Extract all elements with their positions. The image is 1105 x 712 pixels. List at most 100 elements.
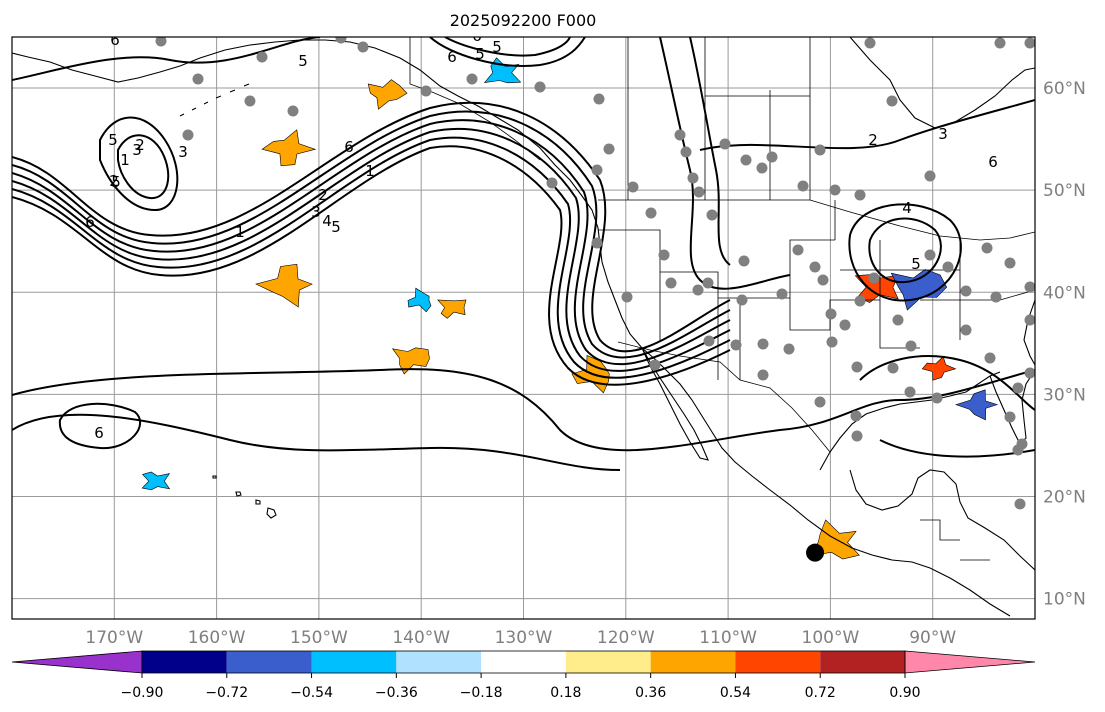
contour-label: 1 xyxy=(365,162,375,180)
station-dot xyxy=(719,138,731,150)
station-dot xyxy=(665,277,677,289)
colorbar-segment xyxy=(481,651,566,673)
station-dot xyxy=(466,73,478,85)
station-dot xyxy=(851,430,863,442)
station-dot xyxy=(829,184,841,196)
colorbar-extend-low xyxy=(11,650,143,674)
contour-north-ridge xyxy=(659,37,791,290)
station-dot xyxy=(826,336,838,348)
station-dot xyxy=(990,291,1002,303)
station-dot xyxy=(740,154,752,166)
contour-east-low-inner xyxy=(868,217,942,284)
contour-label: 3 xyxy=(178,143,188,161)
colorbar-segment xyxy=(142,651,227,673)
lat-tick-label: 40°N xyxy=(1043,283,1086,303)
contour-label: 5 xyxy=(331,218,341,236)
station-dot xyxy=(335,37,347,44)
station-dot xyxy=(817,274,829,286)
station-dot xyxy=(931,392,943,404)
station-dot xyxy=(244,95,256,107)
lon-tick-label: 170°W xyxy=(85,628,143,648)
anomaly-region xyxy=(255,263,313,308)
colorbar-segment xyxy=(226,651,312,673)
station-dot xyxy=(1024,281,1035,293)
station-dot xyxy=(357,41,369,53)
lon-tick-label: 120°W xyxy=(597,628,655,648)
station-dot xyxy=(797,180,809,192)
station-dot xyxy=(155,37,167,47)
station-dot xyxy=(1004,257,1016,269)
coastline-gulf xyxy=(819,371,1001,471)
gridlines xyxy=(12,37,1035,619)
contour-label: 6 xyxy=(988,153,998,171)
station-dot xyxy=(593,93,605,105)
colorbar-tick-label: −0.72 xyxy=(205,685,248,701)
station-dot xyxy=(905,340,917,352)
station-dot xyxy=(1012,382,1024,394)
station-dot xyxy=(887,362,899,374)
colorbar-segment xyxy=(565,651,651,673)
coastline-yucatan xyxy=(849,469,1035,571)
contour-southeast xyxy=(859,355,1035,411)
station-dot xyxy=(783,343,795,355)
contour-label: 6 xyxy=(85,213,95,231)
coastline-atlantic xyxy=(1023,299,1035,366)
contour-jet-b xyxy=(12,110,731,359)
station-dot xyxy=(851,361,863,373)
contour-label: 2 xyxy=(318,186,328,204)
station-dot xyxy=(776,288,788,300)
station-dot xyxy=(984,352,996,364)
lon-tick-label: 130°W xyxy=(495,628,553,648)
station-dot xyxy=(809,261,821,273)
station-dot xyxy=(693,186,705,198)
station-dot xyxy=(1014,498,1026,510)
station-dot xyxy=(736,294,748,306)
coastline-hawaii xyxy=(212,475,277,519)
station-dot xyxy=(703,335,715,347)
lon-tick-label: 100°W xyxy=(802,628,860,648)
colorbar-tick-label: 0.72 xyxy=(805,685,836,701)
station-dot xyxy=(1024,367,1035,379)
contour-label: 5 xyxy=(108,131,118,149)
station-dot xyxy=(420,85,432,97)
station-dot xyxy=(868,272,880,284)
colorbar: −0.90 −0.72 −0.54 −0.36 −0.18 0.18 0.36 0.54 0.7… xyxy=(11,650,1036,701)
contour-northeast xyxy=(699,99,1035,151)
colorbar-tick-label: −0.36 xyxy=(375,685,418,701)
colorbar-segment xyxy=(311,651,397,673)
station-dot xyxy=(692,284,704,296)
contour-jet-f xyxy=(12,145,731,386)
station-dot xyxy=(680,146,692,158)
colorbar-tick-label: −0.90 xyxy=(121,685,164,701)
station-dot xyxy=(192,73,204,85)
station-dot xyxy=(757,369,769,381)
anomaly-region xyxy=(437,299,467,319)
station-dot xyxy=(603,143,615,155)
anomaly-region xyxy=(141,471,171,491)
contour-label: 4 xyxy=(322,212,332,230)
station-dot xyxy=(627,181,639,193)
contour-jet-d xyxy=(12,128,731,372)
border-central-america xyxy=(920,519,990,561)
contour-label: 3 xyxy=(938,125,948,143)
lat-tick-label: 20°N xyxy=(1043,487,1086,507)
station-dot xyxy=(792,244,804,256)
station-dot xyxy=(814,396,826,408)
station-dot xyxy=(1024,37,1035,49)
station-dot xyxy=(924,170,936,182)
contour-north-low xyxy=(429,37,586,67)
contour-label: 6 xyxy=(344,138,354,156)
coastline-alaska xyxy=(12,39,1011,617)
station-dot xyxy=(534,81,546,93)
lat-tick-label: 50°N xyxy=(1043,181,1086,201)
lon-tick-label: 110°W xyxy=(699,628,757,648)
contour-subtropical xyxy=(12,368,1035,452)
anomaly-core xyxy=(931,363,945,374)
colorbar-segment xyxy=(735,651,821,673)
lat-tick-label: 30°N xyxy=(1043,385,1086,405)
lat-tick-label: 60°N xyxy=(1043,79,1086,99)
station-dot xyxy=(645,207,657,219)
figure-title: 2025092200 F000 xyxy=(450,11,597,30)
